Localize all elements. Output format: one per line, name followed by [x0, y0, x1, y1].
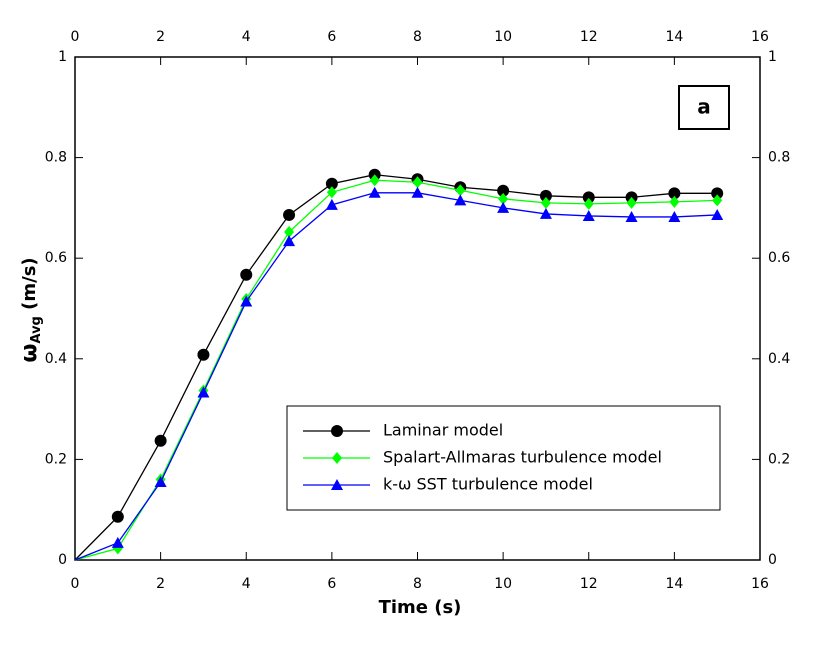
y-tick-label: 0.4 [45, 351, 67, 367]
marker [625, 210, 638, 222]
marker [154, 434, 167, 447]
x-tick-label: 14 [665, 576, 683, 592]
marker [669, 195, 680, 208]
marker [283, 208, 296, 221]
y-right-tick-label: 0.8 [768, 150, 790, 166]
x-tick-label: 2 [156, 576, 165, 592]
y-axis-unit: (m/s) [19, 257, 40, 316]
annotation: a [697, 95, 711, 119]
y-right-tick-label: 0.6 [768, 250, 790, 266]
series-line [74, 192, 718, 561]
marker [325, 198, 338, 210]
marker [497, 184, 510, 197]
y-tick-label: 0.8 [45, 150, 67, 166]
marker [368, 186, 381, 198]
x-top-tick-label: 8 [413, 29, 422, 45]
marker [284, 226, 295, 239]
marker [331, 479, 343, 490]
x-top-tick-label: 4 [242, 29, 251, 45]
marker [326, 186, 337, 199]
marker [711, 187, 724, 200]
y-tick-label: 1 [58, 49, 67, 65]
x-top-tick-label: 10 [494, 29, 512, 45]
marker [454, 194, 467, 206]
legend-text: Laminar model [383, 421, 503, 440]
y-tick-label: 0.6 [45, 250, 67, 266]
marker [197, 348, 210, 361]
marker [626, 196, 637, 209]
marker [240, 295, 253, 307]
x-tick-label: 16 [751, 576, 769, 592]
marker [583, 197, 594, 210]
y-axis-title: ωAvg (m/s) [17, 257, 44, 362]
y-tick-label: 0.2 [45, 451, 67, 467]
marker [497, 201, 510, 213]
marker [325, 177, 338, 190]
marker [197, 386, 210, 398]
y-right-tick-label: 0.4 [768, 351, 790, 367]
x-top-tick-label: 6 [327, 29, 336, 45]
marker [455, 184, 466, 197]
marker [582, 191, 595, 204]
x-axis-title: Time (s) [379, 597, 462, 618]
y-right-tick-label: 0.2 [768, 451, 790, 467]
marker [411, 186, 424, 198]
x-tick-label: 6 [327, 576, 336, 592]
marker [332, 452, 342, 464]
x-tick-label: 8 [413, 576, 422, 592]
annotation-box [678, 85, 730, 130]
marker [539, 207, 552, 219]
x-top-tick-label: 0 [71, 29, 80, 45]
x-tick-label: 0 [71, 576, 80, 592]
marker [668, 187, 681, 200]
series-line [74, 179, 718, 561]
marker [240, 268, 253, 281]
y-right-tick-label: 0 [768, 552, 777, 568]
marker [412, 176, 423, 189]
y-right-tick-label: 1 [768, 49, 777, 65]
x-top-tick-label: 16 [751, 29, 769, 45]
marker [331, 425, 343, 437]
marker [540, 196, 551, 209]
marker [111, 536, 124, 548]
x-tick-label: 12 [580, 576, 598, 592]
x-top-tick-label: 14 [665, 29, 683, 45]
marker [283, 235, 296, 247]
x-tick-label: 10 [494, 576, 512, 592]
marker [539, 189, 552, 202]
x-top-tick-label: 2 [156, 29, 165, 45]
y-axis-symbol: ω [17, 344, 42, 363]
marker [712, 194, 723, 207]
legend-text: k-ω SST turbulence model [383, 475, 593, 494]
marker [154, 476, 167, 488]
series-line [74, 174, 718, 561]
marker [369, 174, 380, 187]
x-tick-label: 4 [242, 576, 251, 592]
marker [711, 208, 724, 220]
y-axis-subscript: Avg [29, 316, 44, 343]
marker [498, 192, 509, 205]
marker [582, 209, 595, 221]
marker [111, 510, 124, 523]
y-tick-label: 0 [58, 552, 67, 568]
marker [668, 210, 681, 222]
x-top-tick-label: 12 [580, 29, 598, 45]
legend-text: Spalart-Allmaras turbulence model [383, 448, 662, 467]
